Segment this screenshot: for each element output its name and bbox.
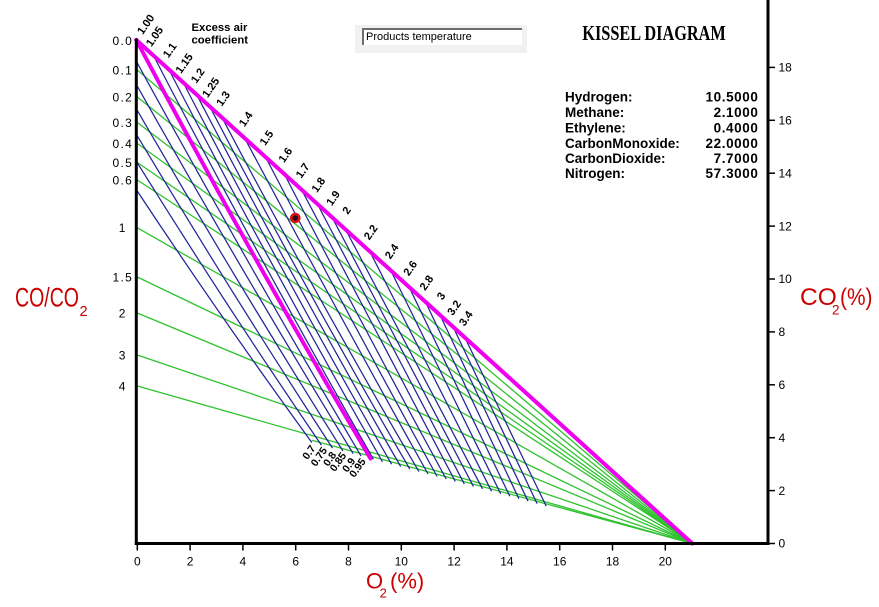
svg-text:CarbonMonoxide:: CarbonMonoxide: — [565, 136, 680, 151]
svg-text:2: 2 — [119, 306, 127, 320]
svg-text:KISSEL DIAGRAM: KISSEL DIAGRAM — [582, 21, 726, 45]
svg-text:0.0: 0.0 — [113, 34, 134, 48]
svg-text:3: 3 — [119, 348, 127, 362]
svg-text:2.1000: 2.1000 — [714, 105, 759, 120]
svg-text:20: 20 — [659, 555, 673, 569]
svg-text:Nitrogen:: Nitrogen: — [565, 166, 625, 181]
svg-text:10: 10 — [395, 555, 409, 569]
svg-text:Methane:: Methane: — [565, 105, 624, 120]
svg-text:CO: CO — [800, 284, 837, 311]
svg-text:2: 2 — [187, 555, 194, 569]
svg-text:2: 2 — [340, 205, 353, 217]
svg-text:4: 4 — [779, 431, 786, 445]
svg-text:18: 18 — [606, 555, 620, 569]
svg-text:0: 0 — [134, 555, 141, 569]
svg-text:0.2: 0.2 — [113, 90, 134, 104]
svg-text:12: 12 — [779, 219, 793, 233]
svg-text:coefficient: coefficient — [192, 35, 249, 47]
svg-text:8: 8 — [345, 555, 352, 569]
svg-text:0.6: 0.6 — [113, 173, 134, 187]
svg-text:10.5000: 10.5000 — [706, 90, 759, 105]
svg-text:14: 14 — [779, 166, 793, 180]
svg-text:0.1: 0.1 — [113, 63, 134, 77]
svg-text:1.5: 1.5 — [113, 270, 134, 284]
svg-text:18: 18 — [779, 61, 793, 75]
svg-text:Hydrogen:: Hydrogen: — [565, 90, 633, 105]
svg-text:2: 2 — [80, 304, 88, 320]
svg-text:3: 3 — [435, 290, 448, 302]
svg-text:(%): (%) — [840, 284, 873, 311]
svg-text:0.4: 0.4 — [113, 137, 134, 151]
svg-text:8: 8 — [779, 325, 786, 339]
svg-text:12: 12 — [447, 555, 461, 569]
svg-text:14: 14 — [500, 555, 514, 569]
svg-text:0: 0 — [779, 537, 786, 551]
svg-text:Excess air: Excess air — [192, 22, 249, 34]
svg-text:4: 4 — [119, 379, 127, 393]
svg-text:CO/CO: CO/CO — [15, 283, 79, 313]
svg-text:10: 10 — [779, 272, 793, 286]
svg-text:4: 4 — [240, 555, 247, 569]
svg-text:Ethylene:: Ethylene: — [565, 121, 626, 136]
svg-text:2: 2 — [779, 484, 786, 498]
svg-text:CarbonDioxide:: CarbonDioxide: — [565, 151, 666, 166]
svg-text:6: 6 — [779, 378, 786, 392]
svg-text:0.3: 0.3 — [113, 116, 134, 130]
svg-text:22.0000: 22.0000 — [706, 136, 759, 151]
svg-text:2: 2 — [380, 586, 387, 601]
svg-text:57.3000: 57.3000 — [706, 166, 759, 181]
svg-text:16: 16 — [779, 114, 793, 128]
svg-text:6: 6 — [292, 555, 299, 569]
svg-text:16: 16 — [553, 555, 567, 569]
svg-text:(%): (%) — [390, 569, 424, 594]
svg-text:0.4000: 0.4000 — [714, 121, 759, 136]
svg-text:7.7000: 7.7000 — [714, 151, 759, 166]
svg-text:0.5: 0.5 — [113, 156, 134, 170]
svg-text:O: O — [366, 569, 383, 594]
svg-text:1: 1 — [119, 221, 127, 235]
svg-text:2: 2 — [832, 303, 840, 318]
